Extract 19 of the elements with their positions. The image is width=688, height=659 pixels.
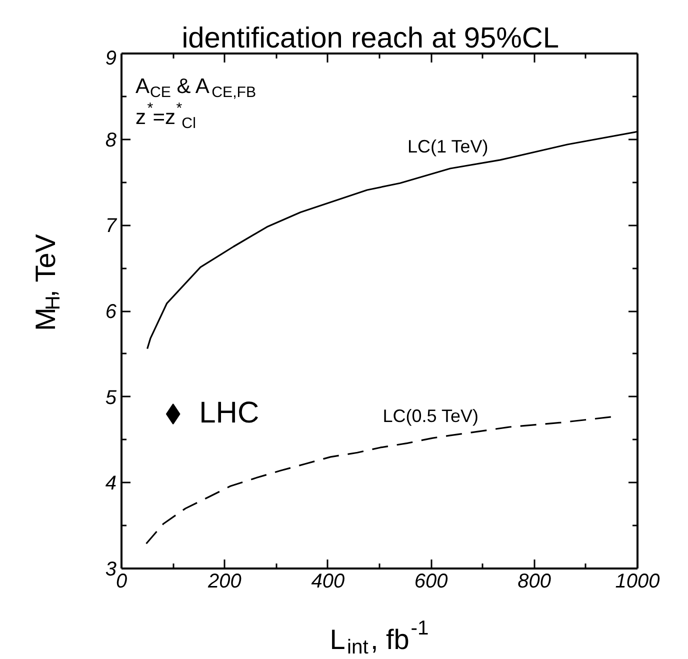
y-tick-label: 3 [105, 558, 116, 580]
annotation: z*=z*Cl [136, 100, 196, 132]
y-tick-label: 4 [105, 472, 116, 495]
x-tick-label: 1000 [615, 570, 660, 592]
x-tick-label: 200 [207, 570, 242, 592]
x-tick-label: 400 [311, 570, 345, 592]
chart-title: identification reach at 95%CL [182, 22, 559, 54]
series-label: LHC [199, 396, 260, 430]
series-label: LC(1 TeV) [408, 136, 488, 157]
y-axis-title: MH, TeV [30, 234, 64, 331]
x-tick-label: 800 [518, 570, 551, 592]
y-tick-label: 7 [105, 215, 118, 238]
series-label: LC(0.5 TeV) [382, 406, 479, 426]
x-tick-label: 600 [414, 570, 448, 592]
y-tick-label: 6 [105, 301, 118, 323]
y-tick-label: 9 [105, 48, 116, 70]
y-tick-label: 5 [105, 386, 118, 409]
y-tick-label: 8 [105, 129, 116, 152]
x-tick-label: 0 [116, 570, 128, 592]
